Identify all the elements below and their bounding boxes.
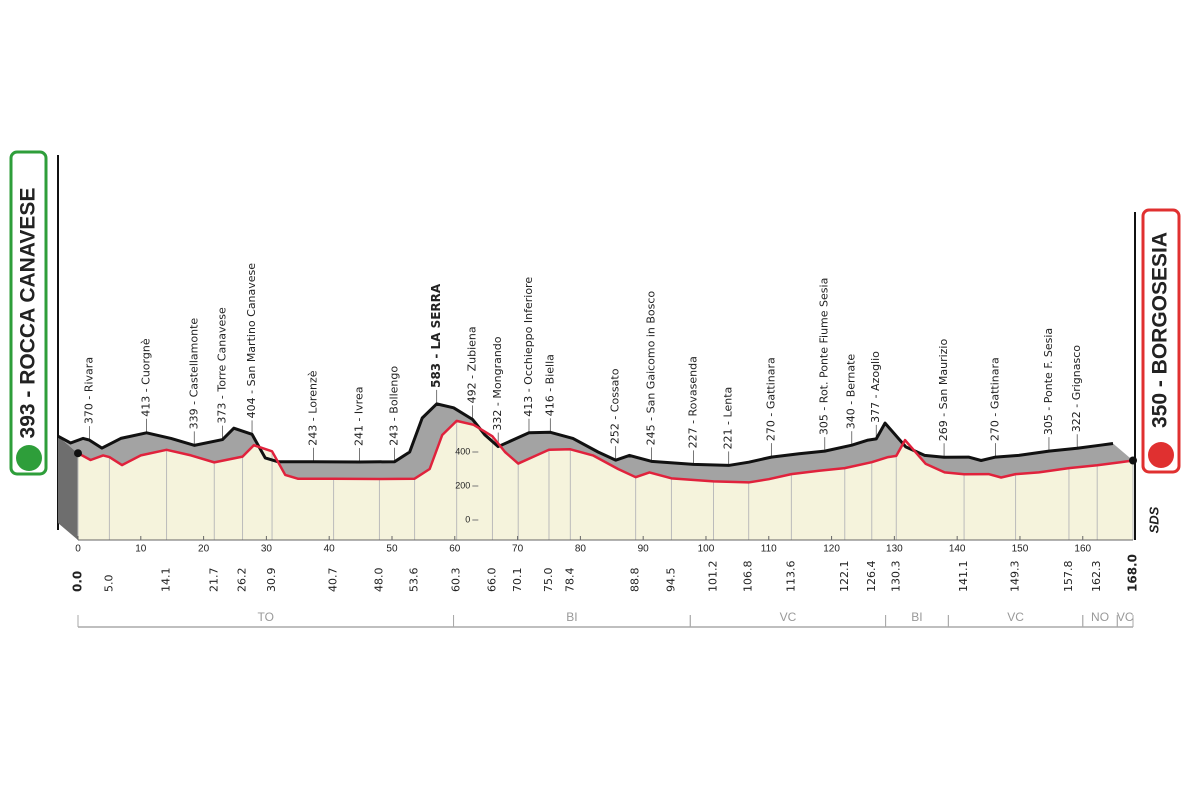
annotation: 404 - San Martino Canavese [245, 263, 258, 419]
plot: 0.0 5.0 370 - Rivara 14.1 413 - Cuorgnè 21.7 3… [57, 263, 1140, 628]
annotation: 377 - Azoglio [869, 351, 882, 423]
start-dot [74, 449, 82, 458]
marker-label: 157.8 [1062, 561, 1075, 593]
finish-box [1141, 208, 1181, 474]
x-tick-label: 40 [324, 544, 336, 555]
y-tick-label: 0 [465, 514, 470, 524]
annotation: 305 - Rot. Ponte Fiume Sesia [818, 278, 831, 435]
x-tick-label: 100 [698, 544, 715, 555]
marker-label: 113.6 [784, 561, 797, 593]
y-tick-label: 400 [455, 446, 470, 456]
region-label: NO [1091, 610, 1109, 624]
x-tick-label: 140 [949, 544, 966, 555]
annotation: 270 - Gattinara [764, 357, 777, 441]
x-tick-label: 120 [823, 544, 840, 555]
annotation: 373 - Torre Canavese [216, 307, 229, 424]
profile-line [77, 419, 1134, 484]
x-tick-label: 80 [575, 544, 587, 555]
annotation: 416 - Biella [543, 354, 556, 416]
marker-label: 122.1 [838, 561, 851, 593]
finish-icon [1148, 442, 1174, 468]
marker-label: 162.3 [1090, 561, 1103, 593]
annotation: 241 - Ivrea [352, 387, 365, 447]
marker-label: 126.4 [865, 561, 878, 593]
annotation: 245 - San Gaicomo in Bosco [644, 291, 657, 446]
marker-label: 48.0 [372, 568, 385, 593]
annotation: 370 - Rivara [82, 357, 95, 424]
marker-label: 66.0 [485, 568, 498, 593]
annotation: 252 - Cossato [609, 368, 622, 444]
annotation: 269 - San Maurizio [937, 339, 950, 442]
marker-label: 21.7 [207, 568, 220, 593]
annotation: 492 - Zubiena [465, 326, 478, 403]
marker-label: 130.3 [889, 561, 902, 593]
y-tick-label: 200 [455, 480, 470, 490]
surface-edge [57, 402, 1114, 467]
annotation: 243 - Bollengo [388, 366, 401, 446]
marker-label: 5.0 [102, 575, 115, 593]
annotation: 583 - LA SERRA [429, 283, 443, 388]
x-tick-label: 50 [386, 544, 398, 555]
marker-label: 53.6 [408, 568, 421, 593]
region-label: VC [780, 610, 797, 624]
marker-label: 141.1 [957, 561, 970, 593]
x-tick-label: 0 [75, 544, 81, 555]
marker-label: 75.0 [542, 568, 555, 593]
x-tick-label: 150 [1012, 544, 1029, 555]
marker-label: 26.2 [236, 568, 249, 593]
region-label: BI [566, 610, 577, 624]
profile-front [78, 420, 1133, 540]
marker-label: 30.9 [265, 568, 278, 593]
region-label: TO [258, 610, 274, 624]
marker-label: 40.7 [327, 568, 340, 593]
region-label: VC [1117, 610, 1134, 624]
x-tick-label: 130 [886, 544, 903, 555]
region-label: BI [911, 610, 922, 624]
marker-label: 168.0 [1126, 554, 1140, 592]
marker-label: 106.8 [742, 561, 755, 593]
x-tick-label: 10 [135, 544, 147, 555]
annotation: 332 - Mongrando [491, 336, 504, 430]
annotation: 270 - Gattinara [989, 357, 1002, 441]
annotation: 227 - Rovasenda [687, 356, 700, 448]
annotation: 322 - Grignasco [1070, 345, 1083, 433]
marker-label: 60.3 [450, 568, 463, 593]
x-tick-label: 90 [638, 544, 650, 555]
x-tick-label: 160 [1074, 544, 1091, 555]
finish-dot [1129, 456, 1137, 465]
x-tick-label: 30 [261, 544, 273, 555]
x-tick-label: 20 [198, 544, 210, 555]
annotation: 413 - Cuorgnè [140, 338, 153, 417]
annotation: 305 - Ponte F. Sesia [1042, 328, 1055, 435]
marker-label: 94.5 [664, 568, 677, 593]
logo: SDS [1146, 506, 1161, 533]
region-label: VC [1007, 610, 1024, 624]
marker-label: 0.0 [71, 571, 85, 592]
x-tick-label: 70 [512, 544, 524, 555]
x-tick-label: 60 [449, 544, 461, 555]
annotation: 340 - Bernate [845, 354, 858, 430]
marker-label: 88.8 [629, 568, 642, 593]
finish-label: 350 - BORGOSESIA [1149, 232, 1172, 428]
marker-label: 78.4 [563, 568, 576, 593]
marker-label: 14.1 [160, 568, 173, 593]
marker-label: 149.3 [1009, 561, 1022, 593]
start-label: 393 - ROCCA CANAVESE [17, 188, 40, 439]
annotation: 339 - Castellamonte [187, 318, 200, 430]
start-icon [16, 445, 42, 471]
start-face [58, 436, 78, 540]
marker-label: 101.2 [707, 561, 720, 593]
x-tick-label: 110 [761, 544, 777, 555]
annotation: 243 - Lorenzè [307, 370, 320, 445]
marker-label: 70.1 [511, 568, 524, 593]
annotation: 413 - Occhieppo Inferiore [522, 277, 535, 417]
annotation: 221 - Lenta [722, 387, 735, 450]
start-box [9, 150, 48, 476]
